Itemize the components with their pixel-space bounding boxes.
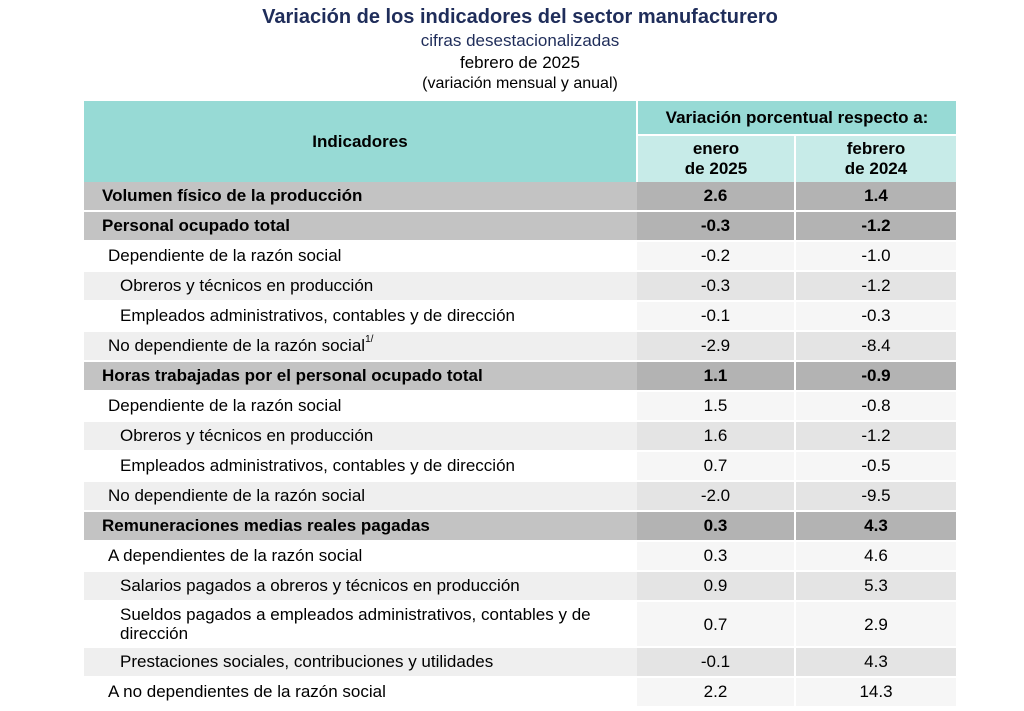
row-value-year: -9.5: [794, 481, 956, 512]
row-value-month: 1.5: [637, 391, 795, 422]
header-variation-span: Variación porcentual respecto a:: [637, 101, 956, 136]
title-block: Variación de los indicadores del sector …: [0, 4, 1024, 94]
row-value-year: 14.3: [794, 677, 956, 708]
row-label: Dependiente de la razón social: [84, 391, 637, 422]
row-label: No dependiente de la razón social: [108, 336, 366, 355]
row-value-year: -0.5: [794, 451, 956, 482]
row-value-month: -0.3: [637, 211, 795, 242]
table-row: Dependiente de la razón social 1.5 -0.8: [84, 391, 956, 422]
row-label: Salarios pagados a obreros y técnicos en…: [84, 571, 637, 602]
row-value-year: -1.2: [794, 211, 956, 242]
row-label: No dependiente de la razón social: [84, 481, 637, 512]
table-row: Empleados administrativos, contables y d…: [84, 301, 956, 332]
row-label: A dependientes de la razón social: [84, 541, 637, 572]
row-value-year: 4.3: [794, 511, 956, 542]
header-col-feb-2024-line2: de 2024: [844, 159, 908, 178]
row-value-month: -0.1: [637, 647, 795, 678]
row-value-month: 0.7: [637, 601, 795, 648]
header-indicators: Indicadores: [84, 101, 638, 182]
table-row: Volumen físico de la producción 2.6 1.4: [84, 182, 956, 212]
row-label: Dependiente de la razón social: [84, 241, 637, 272]
table-row: Obreros y técnicos en producción 1.6 -1.…: [84, 421, 956, 452]
row-value-year: 4.3: [794, 647, 956, 678]
row-value-month: -0.3: [637, 271, 795, 302]
row-value-year: -8.4: [794, 331, 956, 362]
row-value-month: -2.0: [637, 481, 795, 512]
row-value-month: 2.6: [637, 182, 795, 212]
row-label: Empleados administrativos, contables y d…: [84, 451, 637, 482]
row-value-year: 4.6: [794, 541, 956, 572]
table-row: Horas trabajadas por el personal ocupado…: [84, 361, 956, 392]
table-row: Prestaciones sociales, contribuciones y …: [84, 647, 956, 678]
row-value-month: 0.3: [637, 541, 795, 572]
row-label: Prestaciones sociales, contribuciones y …: [84, 647, 637, 678]
page-title: Variación de los indicadores del sector …: [262, 6, 778, 28]
row-label: Horas trabajadas por el personal ocupado…: [84, 361, 637, 392]
row-value-month: 0.3: [637, 511, 795, 542]
row-value-year: -1.2: [794, 271, 956, 302]
indicators-table: Indicadores Variación porcentual respect…: [84, 101, 956, 708]
table-row: Personal ocupado total -0.3 -1.2: [84, 211, 956, 242]
row-label: Sueldos pagados a empleados administrati…: [84, 601, 637, 648]
table-row: Remuneraciones medias reales pagadas 0.3…: [84, 511, 956, 542]
subtitle-adjusted: cifras desestacionalizadas: [420, 31, 620, 50]
table-row: No dependiente de la razón social1/ -2.9…: [84, 331, 956, 362]
table-row: Dependiente de la razón social -0.2 -1.0: [84, 241, 956, 272]
table-row: Sueldos pagados a empleados administrati…: [84, 601, 956, 648]
row-value-month: 0.9: [637, 571, 795, 602]
row-value-year: -0.3: [794, 301, 956, 332]
row-value-year: 5.3: [794, 571, 956, 602]
row-value-month: -0.1: [637, 301, 795, 332]
table-row: A no dependientes de la razón social 2.2…: [84, 677, 956, 708]
row-value-month: 2.2: [637, 677, 795, 708]
row-label: Volumen físico de la producción: [84, 182, 637, 212]
row-value-month: 0.7: [637, 451, 795, 482]
row-value-month: -0.2: [637, 241, 795, 272]
row-label: A no dependientes de la razón social: [84, 677, 637, 708]
row-label: Obreros y técnicos en producción: [84, 271, 637, 302]
subtitle-variation: (variación mensual y anual): [422, 75, 618, 92]
row-label: Empleados administrativos, contables y d…: [84, 301, 637, 332]
subtitle-date: febrero de 2025: [459, 53, 581, 72]
row-value-month: 1.6: [637, 421, 795, 452]
row-value-month: 1.1: [637, 361, 795, 392]
footnote-marker: 1/: [365, 334, 374, 345]
row-value-month: -2.9: [637, 331, 795, 362]
table-row: No dependiente de la razón social -2.0 -…: [84, 481, 956, 512]
table-row: Salarios pagados a obreros y técnicos en…: [84, 571, 956, 602]
table-row: Obreros y técnicos en producción -0.3 -1…: [84, 271, 956, 302]
row-label-with-note: No dependiente de la razón social1/: [84, 331, 637, 362]
header-col-jan-2025-line1: enero: [692, 139, 740, 158]
header-col-jan-2025-line2: de 2025: [684, 159, 748, 178]
row-value-year: -1.2: [794, 421, 956, 452]
table-row: Empleados administrativos, contables y d…: [84, 451, 956, 482]
row-value-year: -1.0: [794, 241, 956, 272]
header-col-feb-2024: febrero de 2024: [795, 135, 956, 182]
table-row: A dependientes de la razón social 0.3 4.…: [84, 541, 956, 572]
header-col-feb-2024-line1: febrero: [846, 139, 906, 158]
row-value-year: -0.9: [794, 361, 956, 392]
row-label: Obreros y técnicos en producción: [84, 421, 637, 452]
row-value-year: 1.4: [794, 182, 956, 212]
row-value-year: 2.9: [794, 601, 956, 648]
row-label: Remuneraciones medias reales pagadas: [84, 511, 637, 542]
row-value-year: -0.8: [794, 391, 956, 422]
header-col-jan-2025: enero de 2025: [637, 135, 796, 182]
row-label: Personal ocupado total: [84, 211, 637, 242]
